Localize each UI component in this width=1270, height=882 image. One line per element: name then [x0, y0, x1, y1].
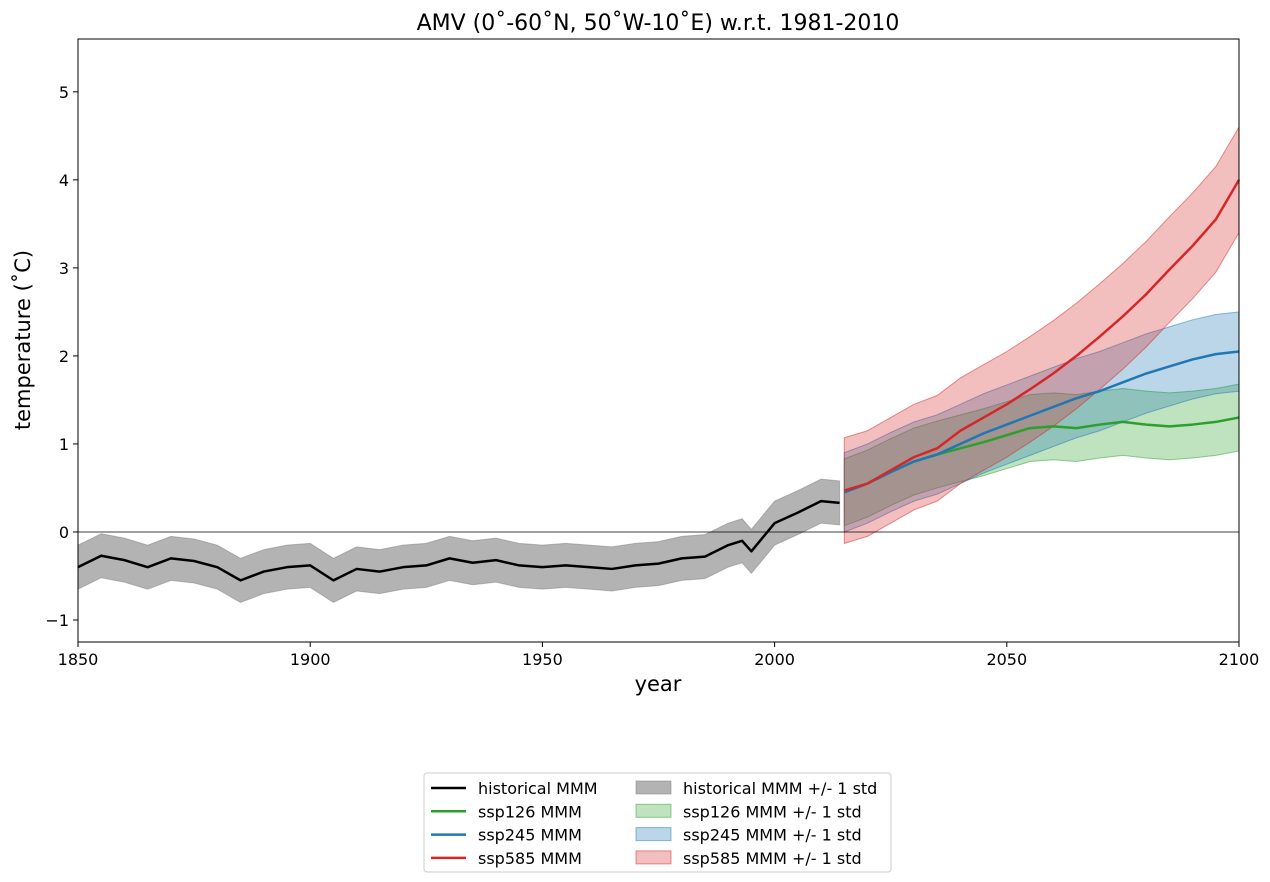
line-ssp245: [843, 350, 1240, 494]
legend-label: ssp585 MMM +/- 1 std: [683, 849, 862, 868]
y-tick-label: 5: [59, 83, 69, 102]
line-historical: [77, 499, 840, 582]
y-tick-label: 4: [59, 171, 69, 190]
x-tick-label: 2050: [986, 650, 1027, 669]
legend-label: ssp245 MMM: [478, 826, 582, 845]
y-tick-label: 0: [59, 523, 69, 542]
legend-label: ssp585 MMM: [478, 849, 582, 868]
x-tick-label: 1950: [522, 650, 563, 669]
y-tick-label: 2: [59, 347, 69, 366]
x-tick-label: 2000: [754, 650, 795, 669]
legend-label: historical MMM +/- 1 std: [683, 779, 877, 798]
x-axis-ticks: 1850 1900 1950 2000 2050 2100: [58, 642, 1260, 669]
y-axis-label: temperature (˚C): [11, 250, 35, 430]
x-axis-label: year: [635, 672, 682, 696]
legend: historical MMM ssp126 MMM ssp245 MMM ssp585…: [423, 772, 892, 873]
band-historical: [77, 478, 841, 603]
y-tick-label: 3: [59, 259, 69, 278]
y-tick-label: −1: [45, 611, 69, 630]
legend-label: ssp126 MMM: [478, 802, 582, 821]
legend-band-swatch: [635, 780, 672, 795]
x-tick-label: 2100: [1219, 650, 1260, 669]
x-tick-label: 1850: [58, 650, 99, 669]
legend-band-swatch: [635, 827, 672, 842]
legend-frame: [423, 772, 892, 873]
y-tick-label: 1: [59, 435, 69, 454]
x-tick-label: 1900: [290, 650, 331, 669]
chart-title: AMV (0˚-60˚N, 50˚W-10˚E) w.r.t. 1981-201…: [417, 11, 900, 36]
legend-band-swatch: [635, 803, 672, 818]
legend-label: ssp245 MMM +/- 1 std: [683, 826, 862, 845]
plot-frame: [77, 38, 1240, 643]
line-ssp585: [843, 179, 1241, 492]
mmm-lines: [77, 179, 1241, 582]
legend-label: historical MMM: [478, 779, 598, 798]
legend-label: ssp126 MMM +/- 1 std: [683, 802, 862, 821]
y-axis-ticks: −1 0 1 2 3 4 5: [45, 83, 78, 630]
legend-band-swatch: [635, 850, 672, 865]
